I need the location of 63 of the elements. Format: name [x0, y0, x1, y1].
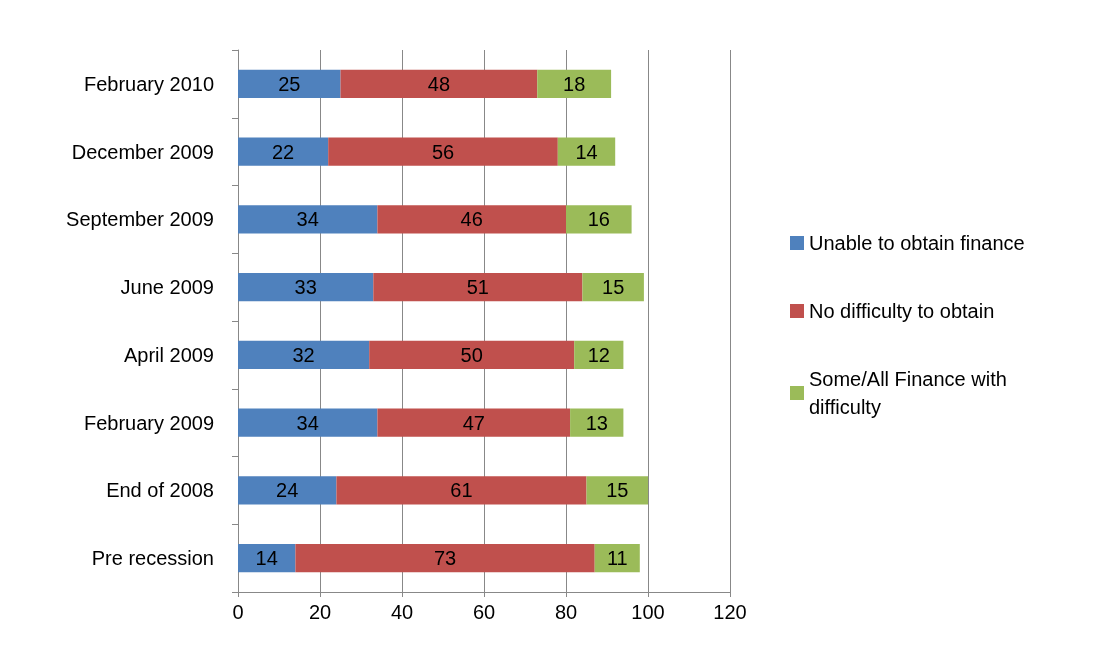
- bar: [336, 476, 587, 505]
- bar: [238, 272, 374, 302]
- bar: [570, 408, 624, 437]
- bar: [377, 408, 571, 437]
- bar: [238, 476, 337, 505]
- data-label: 32: [292, 343, 315, 366]
- data-label: 56: [431, 140, 455, 163]
- bar: [369, 340, 575, 370]
- data-label: 24: [276, 479, 299, 502]
- bar: [537, 69, 612, 99]
- y-tick-label: February 2009: [83, 411, 214, 434]
- data-label: 18: [563, 72, 586, 95]
- x-tick-label: 0: [232, 601, 244, 623]
- bar: [557, 137, 616, 166]
- y-tick-label: December 2009: [71, 140, 214, 163]
- bar: [295, 543, 595, 573]
- data-label: 14: [255, 547, 278, 570]
- x-tick-label: 120: [713, 601, 747, 623]
- bar: [586, 476, 648, 505]
- x-tick-label: 100: [631, 601, 665, 623]
- bar: [373, 272, 583, 302]
- y-tick-label: April 2009: [123, 343, 214, 366]
- data-label: 34: [296, 411, 319, 434]
- data-label: 34: [296, 208, 319, 231]
- data-label: 50: [460, 343, 483, 366]
- bar: [377, 205, 566, 234]
- legend-label: Some/All Finance with difficulty: [809, 368, 1013, 418]
- x-tick-label: 40: [390, 601, 414, 623]
- data-label: 51: [466, 276, 489, 299]
- bar: [238, 408, 378, 437]
- legend-label: Unable to obtain finance: [809, 232, 1025, 254]
- data-label: 16: [587, 208, 610, 231]
- data-label: 15: [606, 479, 629, 502]
- bar: [340, 69, 538, 99]
- bar: [582, 272, 644, 302]
- y-tick-label: Pre recession: [91, 547, 214, 570]
- data-label: 47: [462, 411, 485, 434]
- data-label: 13: [585, 411, 608, 434]
- x-tick-label: 20: [308, 601, 332, 623]
- data-label: 48: [427, 72, 451, 95]
- data-label: 15: [602, 276, 625, 299]
- data-label: 14: [575, 140, 598, 163]
- data-label: 33: [294, 276, 317, 299]
- data-label: 25: [278, 72, 301, 95]
- bar: [238, 340, 370, 370]
- data-label: 11: [606, 547, 628, 570]
- bar: [328, 137, 558, 166]
- x-tick-label: 80: [554, 601, 578, 623]
- y-tick-label: September 2009: [66, 208, 214, 231]
- y-tick-label: February 2010: [83, 72, 214, 95]
- data-label: 73: [433, 547, 457, 570]
- legend-label: No difficulty to obtain: [809, 300, 995, 322]
- bar: [566, 205, 632, 234]
- bar: [238, 137, 329, 166]
- y-tick-label: End of 2008: [106, 479, 214, 502]
- data-label: 61: [450, 479, 473, 502]
- y-tick-label: June 2009: [120, 276, 214, 299]
- bar: [238, 69, 341, 99]
- data-label: 46: [460, 208, 483, 231]
- data-label: 12: [587, 343, 610, 366]
- data-label: 22: [271, 140, 295, 163]
- bar: [238, 205, 378, 234]
- x-tick-label: 60: [472, 601, 496, 623]
